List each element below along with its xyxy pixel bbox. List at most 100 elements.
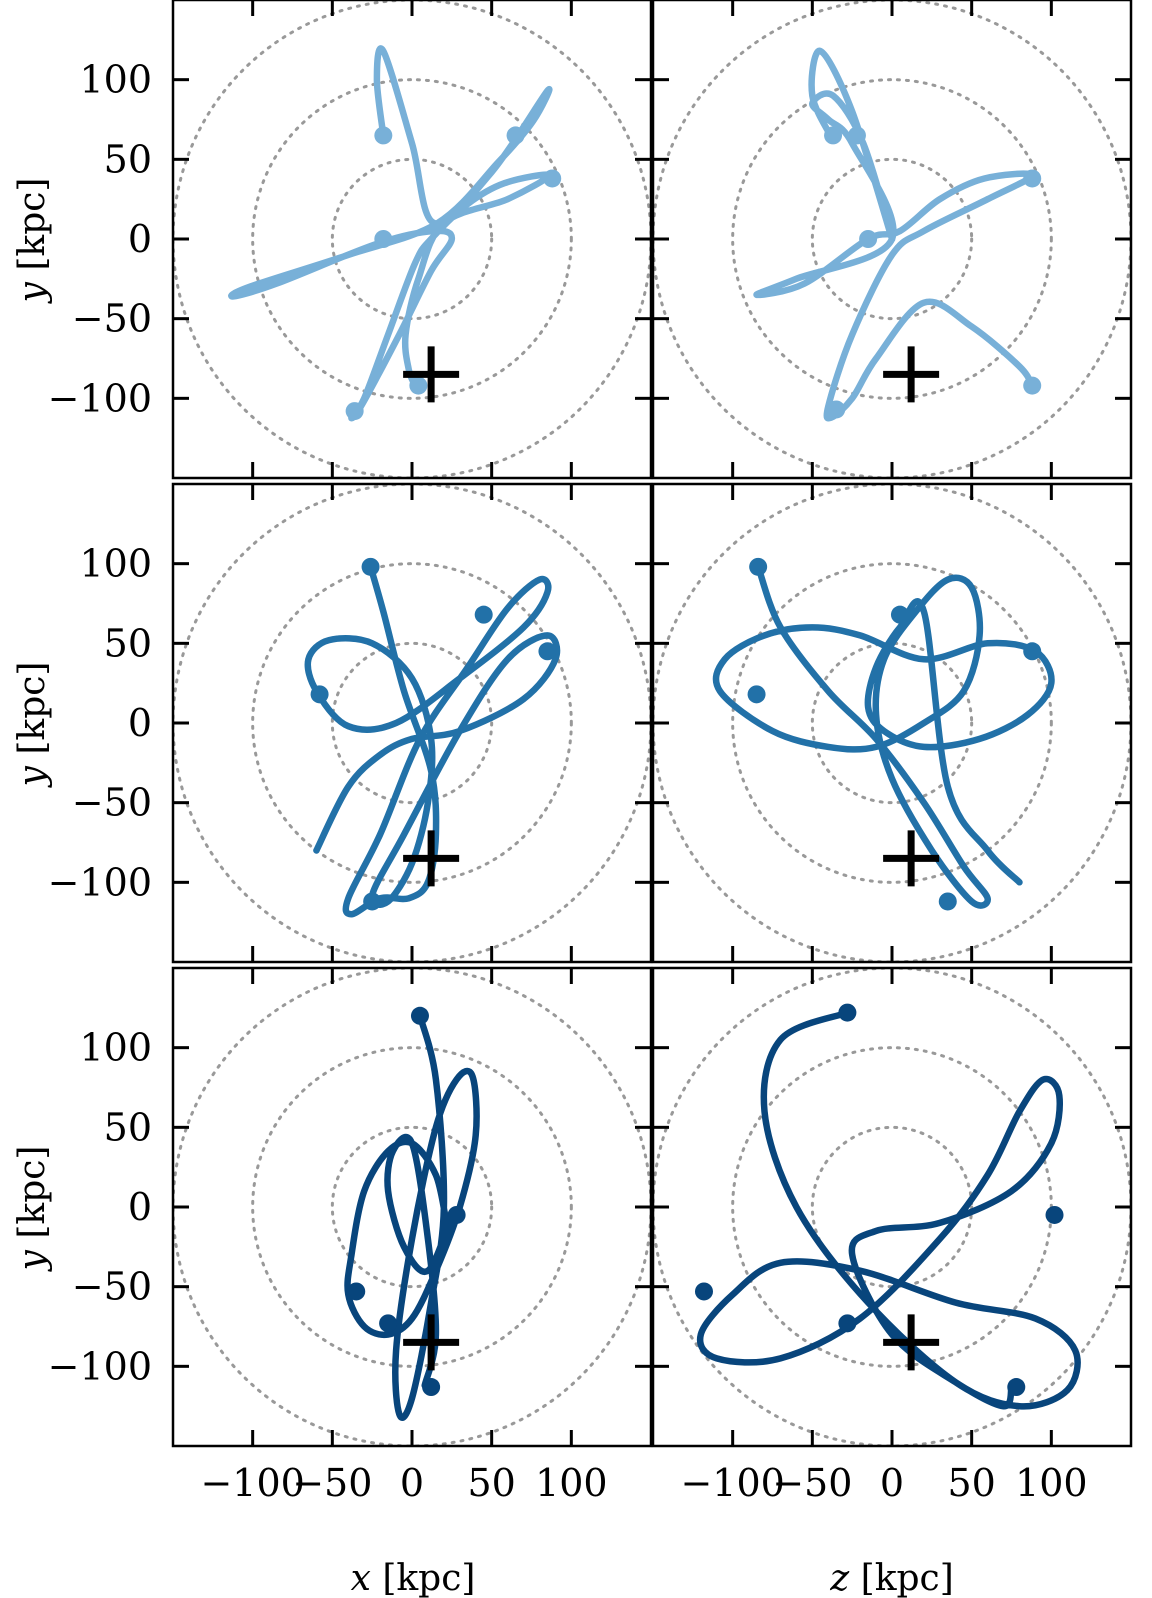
y-tick-label: 0	[128, 1185, 152, 1229]
orbit-point-3	[347, 1282, 366, 1301]
panel-r2-c2	[653, 484, 1131, 962]
reference-circle-100	[731, 1046, 1053, 1368]
orbit-point-6	[409, 376, 428, 395]
ticks-r1-c2	[653, 0, 1131, 478]
orbit-point-1	[749, 557, 768, 576]
orbit-point-1	[374, 126, 393, 145]
x-axis-label-right: z [kpc]	[829, 1558, 954, 1598]
orbit-point-4	[747, 685, 766, 704]
x-tick-label: 100	[535, 1461, 608, 1505]
labels-layer: x [kpc] z [kpc] y [kpc] y [kpc] y [kpc] …	[12, 58, 1088, 1598]
x-tick-label: −50	[772, 1461, 852, 1505]
y-tick-label: 100	[79, 1026, 152, 1070]
orbit-point-5	[827, 400, 846, 419]
ticks-r3-c2	[653, 968, 1131, 1446]
panel-frame	[651, 966, 1133, 1448]
reference-circle-100	[731, 78, 1053, 400]
y-axis-label-row-2: y [kpc]	[12, 662, 53, 789]
y-axis-label-row-3: y [kpc]	[12, 1146, 53, 1273]
orbit-point-1	[824, 126, 843, 145]
reference-circle-50	[330, 157, 494, 321]
orbit-point-3	[1023, 169, 1042, 188]
orbit-point-4	[310, 685, 329, 704]
observer-cross-marker	[403, 830, 460, 887]
y-tick-label: −50	[72, 781, 152, 825]
y-tick-label: −50	[72, 297, 152, 341]
orbit-point-1	[410, 1006, 429, 1025]
panel-frame	[171, 0, 653, 480]
observer-cross-marker	[403, 1314, 460, 1371]
x-tick-label: 0	[400, 1461, 424, 1505]
y-tick-label: −100	[48, 376, 152, 420]
orbit-line	[753, 47, 1036, 422]
reference-circle-150	[173, 0, 651, 478]
reference-circle-50	[810, 641, 974, 805]
y-tick-label: 0	[128, 701, 152, 745]
ticks-r1-c1	[173, 0, 651, 478]
reference-circle-150	[653, 968, 1131, 1446]
x-tick-label: 50	[467, 1461, 515, 1505]
orbit-point-3	[543, 169, 562, 188]
orbit-point-4	[838, 1314, 857, 1333]
orbit-point-3	[1023, 642, 1042, 661]
orbit-point-6	[1023, 376, 1042, 395]
ticks-r3-c1	[173, 968, 651, 1446]
orbit-line	[228, 45, 553, 422]
x-tick-label: −100	[200, 1461, 304, 1505]
observer-cross-marker	[403, 346, 460, 403]
orbit-point-1	[361, 557, 380, 576]
orbit-point-5	[345, 402, 364, 421]
reference-circle-50	[330, 641, 494, 805]
orbit-line	[344, 1012, 480, 1421]
orbit-point-5	[1007, 1378, 1026, 1397]
panel-r1-c1	[173, 0, 651, 478]
orbit-line	[696, 1009, 1081, 1410]
x-tick-label: −100	[680, 1461, 784, 1505]
orbit-point-1	[838, 1003, 857, 1022]
orbit-point-2	[506, 126, 525, 145]
y-tick-label: 50	[104, 137, 152, 181]
ticks-r2-c1	[173, 484, 651, 962]
panels-layer	[171, 0, 1133, 1448]
panel-frame	[651, 482, 1133, 964]
observer-cross-marker	[883, 830, 940, 887]
y-tick-label: −100	[48, 1344, 152, 1388]
orbit-point-2	[890, 605, 909, 624]
y-tick-label: 0	[128, 217, 152, 261]
y-tick-label: −50	[72, 1265, 152, 1309]
orbit-point-2	[474, 605, 493, 624]
orbit-point-5	[422, 1378, 441, 1397]
orbit-point-2	[847, 126, 866, 145]
orbit-point-4	[379, 1314, 398, 1333]
reference-circle-50	[810, 157, 974, 321]
x-tick-label: 100	[1015, 1461, 1088, 1505]
orbit-point-5	[363, 892, 382, 911]
tick-marks-layer	[173, 0, 1131, 1446]
y-tick-label: 100	[79, 58, 152, 102]
ticks-r2-c2	[653, 484, 1131, 962]
y-tick-label: 50	[104, 621, 152, 665]
reference-circle-150	[653, 484, 1131, 962]
orbit-point-3	[694, 1282, 713, 1301]
orbit-point-2	[447, 1205, 466, 1224]
orbit-point-4	[374, 230, 393, 248]
reference-circle-100	[251, 1046, 573, 1368]
orbit-point-2	[1045, 1205, 1064, 1224]
panel-r3-c1	[173, 968, 651, 1446]
x-tick-label: 0	[880, 1461, 904, 1505]
x-tick-label: −50	[292, 1461, 372, 1505]
panel-r1-c2	[653, 0, 1131, 478]
observer-cross-marker	[883, 1314, 940, 1371]
y-tick-label: 100	[79, 542, 152, 586]
reference-circle-100	[731, 562, 1053, 884]
reference-circle-150	[173, 968, 651, 1446]
reference-circle-100	[251, 562, 573, 884]
orbit-point-5	[938, 892, 957, 911]
y-axis-label-row-1: y [kpc]	[12, 178, 53, 305]
y-tick-label: −100	[48, 860, 152, 904]
orbit-point-3	[538, 642, 557, 661]
panel-r2-c1	[173, 484, 651, 962]
orbit-point-4	[859, 230, 878, 248]
orbit-line	[712, 563, 1055, 909]
